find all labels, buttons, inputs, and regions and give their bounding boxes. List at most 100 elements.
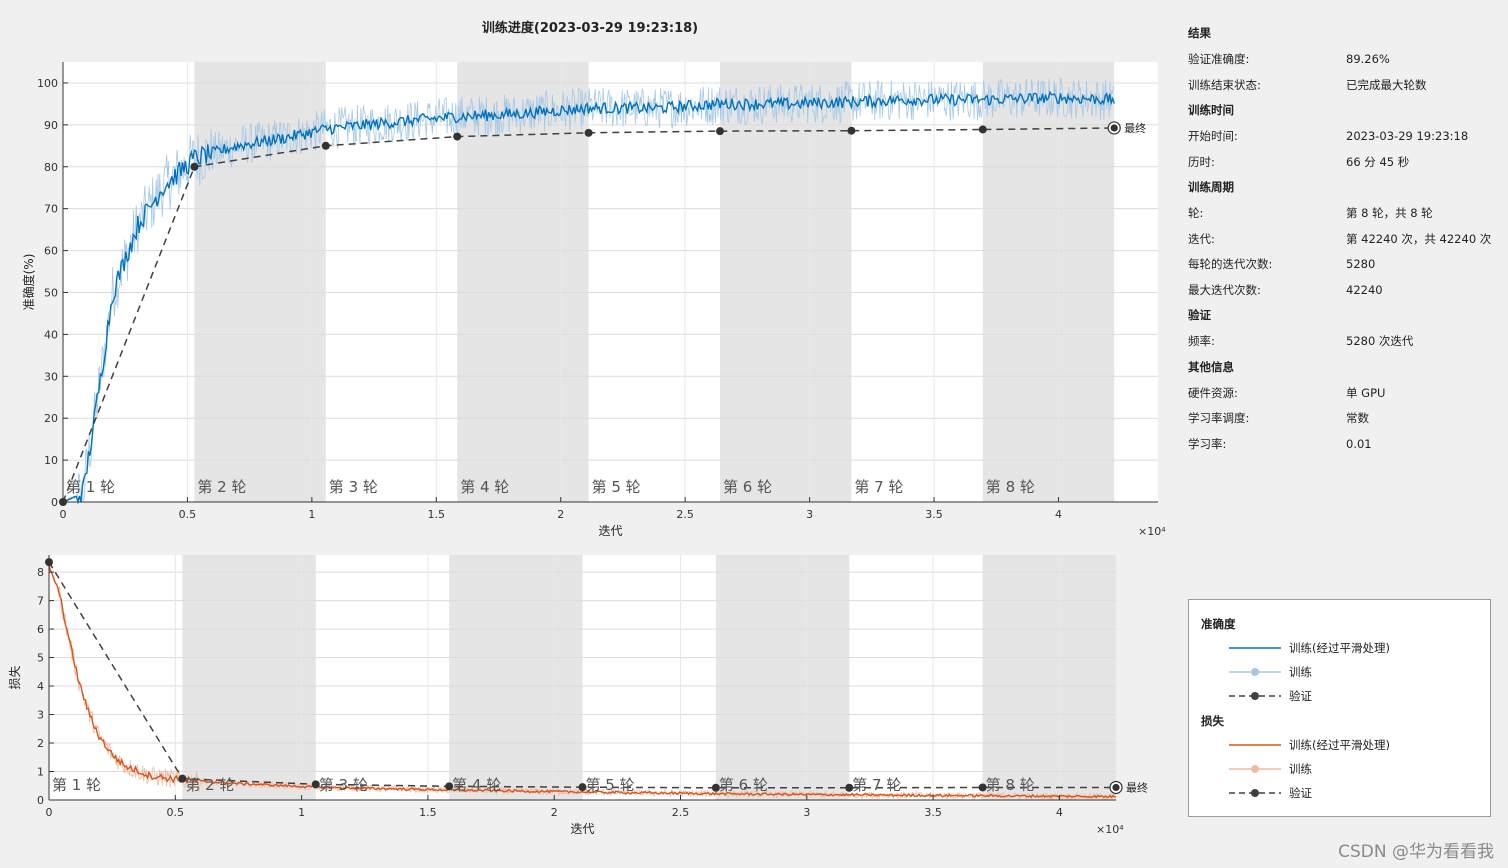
accuracy-chart: 最终第 1 轮 第 2 轮 第 3 轮 第 4 轮 第 5 轮 第 6 轮 第 7 轮 第 8… xyxy=(21,62,1166,538)
info-row: 学习率: 0.01 xyxy=(1188,437,1503,463)
info-value: 单 GPU xyxy=(1346,385,1386,400)
epoch-label: 第 1 轮 xyxy=(52,776,101,794)
final-marker xyxy=(1112,783,1120,792)
x-tick-label: 3.5 xyxy=(925,508,943,521)
info-row: 硬件资源: 单 GPU xyxy=(1188,386,1503,412)
x-tick-label: 1 xyxy=(298,806,305,819)
x-tick-label: 0 xyxy=(60,508,67,521)
legend-loss-smoothed-label: 训练(经过平滑处理) xyxy=(1289,738,1390,752)
epoch-band xyxy=(720,62,852,502)
info-key: 最大迭代次数: xyxy=(1188,282,1261,297)
y-tick-label: 6 xyxy=(37,623,44,636)
x-tick-label: 3 xyxy=(806,508,813,521)
validation-point xyxy=(178,774,187,783)
y-axis-label: 准确度(%) xyxy=(21,254,36,311)
info-key: 开始时间: xyxy=(1188,129,1238,143)
legend-loss-train-label: 训练 xyxy=(1289,762,1312,776)
validation-point xyxy=(845,783,854,792)
y-tick-label: 70 xyxy=(44,203,58,216)
x-exponent-label: ×10⁴ xyxy=(1096,823,1124,836)
info-value: 已完成最大轮数 xyxy=(1346,77,1427,92)
y-tick-label: 0 xyxy=(51,496,58,509)
info-key: 频率: xyxy=(1188,334,1215,348)
info-value: 0.01 xyxy=(1346,436,1372,451)
legend-acc-smoothed-label: 训练(经过平滑处理) xyxy=(1289,641,1390,655)
final-label: 最终 xyxy=(1126,780,1148,794)
info-key: 验证准确度: xyxy=(1188,52,1250,66)
validation-point xyxy=(190,162,199,171)
x-tick-label: 3.5 xyxy=(924,806,942,819)
epoch-label: 第 7 轮 xyxy=(852,776,901,794)
legend-acc-train: 训练 xyxy=(1229,664,1312,680)
legend-acc-val: 验证 xyxy=(1229,688,1312,704)
validation-point xyxy=(978,783,987,792)
info-panel: 结果 验证准确度: 89.26% 训练结束状态: 已完成最大轮数 训练时间 开始时间: 202… xyxy=(1188,26,1503,462)
x-tick-label: 1.5 xyxy=(428,508,446,521)
y-tick-label: 80 xyxy=(44,161,58,174)
y-tick-label: 30 xyxy=(44,370,58,383)
epoch-band xyxy=(194,62,326,502)
info-value: 常数 xyxy=(1346,411,1369,425)
y-axis-label: 损失 xyxy=(7,665,22,689)
epoch-label: 第 2 轮 xyxy=(197,478,246,496)
info-row: 学习率调度: 常数 xyxy=(1188,411,1503,437)
info-value: 42240 xyxy=(1346,282,1383,297)
window-title: 训练进度(2023-03-29 19:23:18) xyxy=(481,21,699,36)
epoch-band xyxy=(182,555,316,800)
y-tick-label: 8 xyxy=(37,566,44,579)
y-tick-label: 3 xyxy=(37,709,44,722)
info-value: 66 分 45 秒 xyxy=(1346,154,1410,169)
info-key: 迭代: xyxy=(1188,231,1215,246)
legend-accuracy-header: 准确度 xyxy=(1201,617,1236,631)
epoch-band xyxy=(457,62,589,502)
validation-point xyxy=(445,782,454,791)
epoch-label: 第 5 轮 xyxy=(592,478,641,496)
loss-chart: 最终 第 1 轮 第 2 轮 第 3 轮 第 4 轮 第 5 轮 第 6 轮 第 7 轮 第 8… xyxy=(7,555,1148,836)
y-tick-label: 10 xyxy=(44,454,58,467)
training-smoothed-series xyxy=(62,90,1115,505)
validation-point xyxy=(711,783,720,792)
x-tick-label: 4 xyxy=(1056,806,1063,819)
info-section-header: 其他信息 xyxy=(1188,359,1234,374)
validation-point xyxy=(311,780,320,789)
legend-acc-val-label: 验证 xyxy=(1289,689,1312,703)
epoch-label: 第 6 轮 xyxy=(723,478,772,496)
legend-loss-val-swatch xyxy=(1229,789,1281,797)
legend-acc-smoothed-swatch xyxy=(1229,647,1281,649)
validation-point xyxy=(453,132,462,141)
info-row: 最大迭代次数: 42240 xyxy=(1188,283,1503,309)
x-tick-label: 2.5 xyxy=(672,806,690,819)
epoch-band xyxy=(449,555,583,800)
y-tick-label: 2 xyxy=(37,737,44,750)
info-row: 历时: 66 分 45 秒 xyxy=(1188,155,1503,181)
y-tick-label: 0 xyxy=(37,794,44,807)
validation-point xyxy=(716,127,724,136)
epoch-band xyxy=(982,62,1115,502)
info-value: 第 42240 次，共 42240 次 xyxy=(1346,231,1492,246)
legend-acc-train-label: 训练 xyxy=(1289,665,1312,679)
y-tick-label: 20 xyxy=(44,412,58,425)
info-row: 轮: 第 8 轮，共 8 轮 xyxy=(1188,206,1503,232)
legend-loss-train-swatch xyxy=(1229,765,1281,773)
epoch-label: 第 3 轮 xyxy=(319,776,368,794)
info-section-header: 结果 xyxy=(1188,26,1211,40)
x-tick-label: 0.5 xyxy=(167,806,185,819)
legend-acc-train-swatch xyxy=(1229,668,1281,676)
x-tick-label: 1 xyxy=(308,508,315,521)
x-tick-label: 2.5 xyxy=(676,508,694,521)
legend-loss-header: 损失 xyxy=(1201,714,1224,728)
epoch-label: 第 3 轮 xyxy=(329,478,378,496)
epoch-band xyxy=(715,555,850,800)
info-key: 学习率调度: xyxy=(1188,411,1250,425)
info-row: 验证准确度: 89.26% xyxy=(1188,52,1503,78)
epoch-label: 第 2 轮 xyxy=(185,776,234,794)
validation-point xyxy=(978,125,987,134)
info-key: 学习率: xyxy=(1188,436,1227,451)
final-marker xyxy=(1110,124,1118,132)
epoch-label: 第 8 轮 xyxy=(986,776,1035,794)
training-smoothed-series xyxy=(48,565,1117,799)
info-row: 每轮的迭代次数: 5280 xyxy=(1188,257,1503,283)
info-section-header: 验证 xyxy=(1188,308,1211,322)
legend-loss-val: 验证 xyxy=(1229,785,1312,801)
x-axis-label: 迭代 xyxy=(598,524,622,538)
